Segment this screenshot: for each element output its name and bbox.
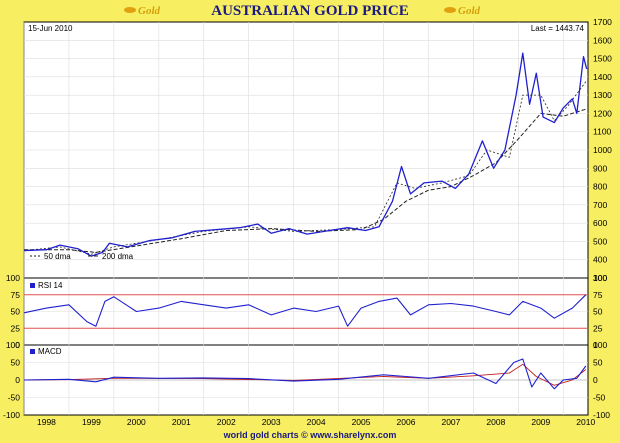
legend-ma50: 50 dma: [44, 252, 71, 261]
legend-rsi: RSI 14: [38, 281, 63, 290]
macd-y-tick-right: -100: [593, 410, 610, 420]
footer-credit: world gold charts © www.sharelynx.com: [223, 430, 397, 440]
rsi-y-tick-left: 25: [11, 323, 21, 333]
price-y-tick-label: 1300: [593, 90, 612, 100]
price-y-tick-label: 1000: [593, 145, 612, 155]
price-y-tick-label: 1500: [593, 54, 612, 64]
x-tick-label: 2003: [262, 417, 281, 427]
price-y-tick-label: 1600: [593, 35, 612, 45]
price-y-tick-label: 1400: [593, 72, 612, 82]
price-y-tick-label: 900: [593, 163, 607, 173]
price-y-tick-label: 600: [593, 218, 607, 228]
logo-left: Gold: [124, 5, 161, 17]
price-y-tick-label: 500: [593, 236, 607, 246]
x-tick-label: 2010: [576, 417, 595, 427]
price-y-tick-label: 400: [593, 255, 607, 265]
price-y-tick-label: 1100: [593, 127, 612, 137]
last-price-label: Last = 1443.74: [531, 24, 585, 33]
rsi-y-tick-left: 75: [11, 290, 21, 300]
macd-y-tick-left: -50: [8, 393, 21, 403]
x-tick-label: 2004: [307, 417, 326, 427]
rsi-y-tick-right: 100: [593, 273, 607, 283]
rsi-y-tick-right: 0: [593, 340, 598, 350]
x-tick-label: 2007: [441, 417, 460, 427]
y-ticks: 3004005006007008009001000110012001300140…: [3, 17, 612, 420]
price-line: [23, 52, 588, 257]
macd-y-tick-left: 0: [15, 375, 20, 385]
macd-y-tick-right: -50: [593, 393, 606, 403]
macd-y-tick-right: 0: [593, 375, 598, 385]
logo-left-text: Gold: [138, 5, 161, 17]
macd-signal-line: [23, 363, 587, 386]
macd-y-tick-right: 50: [593, 358, 603, 368]
rsi-y-tick-left: 0: [15, 340, 20, 350]
x-ticks: 1998 1999 2000 2001 2002 2003 2004 2005 2006 2007…: [37, 417, 595, 427]
rsi-line: [23, 294, 587, 327]
x-tick-label: 2001: [172, 417, 191, 427]
macd-legend: MACD: [30, 347, 62, 356]
x-tick-label: 2000: [127, 417, 146, 427]
x-tick-label: 2002: [217, 417, 236, 427]
price-y-tick-label: 1200: [593, 108, 612, 118]
rsi-y-tick-left: 50: [11, 307, 21, 317]
ma50-line: [23, 80, 588, 255]
price-y-tick-label: 300: [593, 273, 607, 283]
x-tick-label: 2005: [352, 417, 371, 427]
legend-ma200: 200 dma: [102, 252, 134, 261]
x-tick-label: 1999: [82, 417, 101, 427]
price-y-tick-label: 700: [593, 200, 607, 210]
x-tick-label: 2009: [531, 417, 550, 427]
macd-y-tick-left: 100: [6, 340, 20, 350]
date-label: 15-Jun 2010: [28, 24, 73, 33]
logo-right-text: Gold: [458, 5, 481, 17]
legend-macd: MACD: [38, 347, 62, 356]
series: [23, 52, 588, 390]
rsi-legend: RSI 14: [30, 281, 63, 290]
price-legend: 50 dma 200 dma: [30, 252, 134, 261]
price-y-tick-label: 1700: [593, 17, 612, 27]
rsi-y-tick-left: 100: [6, 273, 20, 283]
macd-line: [23, 358, 587, 390]
price-y-tick-label: 800: [593, 182, 607, 192]
rsi-y-tick-right: 50: [593, 307, 603, 317]
macd-y-tick-left: 50: [11, 358, 21, 368]
x-tick-label: 2006: [397, 417, 416, 427]
macd-y-tick-left: -100: [3, 410, 20, 420]
x-tick-label: 1998: [37, 417, 56, 427]
x-tick-label: 2008: [486, 417, 505, 427]
rsi-y-tick-right: 25: [593, 323, 603, 333]
logo-right: Gold: [444, 5, 481, 17]
chart-title: AUSTRALIAN GOLD PRICE: [211, 3, 409, 19]
macd-y-tick-right: 100: [593, 340, 607, 350]
rsi-y-tick-right: 75: [593, 290, 603, 300]
